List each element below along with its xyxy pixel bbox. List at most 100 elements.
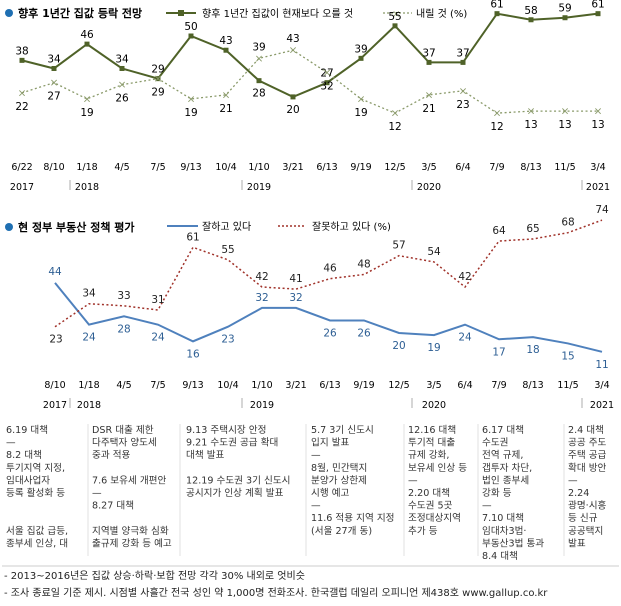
x-tick-label: 8/13 — [520, 162, 541, 173]
footnote-line: - 조사 종료일 기준 제시. 시점별 사흘간 전국 성인 약 1,000명 전… — [4, 586, 548, 599]
event-note-line: 광명·시흥 — [568, 500, 607, 512]
event-note-line: 입지 발표 — [311, 437, 350, 449]
event-note-line: 7.6 보유세 개편안 — [92, 474, 166, 486]
x-tick-label: 1/18 — [78, 380, 99, 391]
data-label-rise: 34 — [47, 53, 61, 65]
event-note-line: 8.27 대책 — [92, 501, 134, 512]
x-tick-label: 4/5 — [116, 380, 131, 391]
x-tick-label: 12/5 — [388, 380, 409, 391]
data-label-rise: 37 — [422, 47, 435, 59]
event-note-line: 추가 등 — [408, 526, 438, 537]
data-point-fall: × — [357, 93, 366, 105]
event-note-line: 부동산3법 통과 — [482, 538, 544, 549]
data-label-good: 32 — [289, 292, 302, 304]
x-tick-label: 1/10 — [248, 162, 269, 173]
data-label-fall: 39 — [252, 41, 265, 53]
data-label-rise: 20 — [286, 104, 299, 116]
data-label-good: 11 — [595, 359, 608, 371]
year-label: 2021 — [586, 182, 610, 193]
data-label-rise: 34 — [115, 53, 129, 65]
data-point-fall: × — [391, 108, 400, 120]
x-tick-label: 8/13 — [522, 380, 543, 391]
data-label-rise: 46 — [80, 29, 94, 41]
x-tick-label: 7/5 — [150, 380, 165, 391]
data-label-bad: 54 — [427, 246, 441, 258]
legend-label-fall: 내릴 것 (%) — [416, 7, 467, 20]
data-label-bad: 46 — [323, 263, 337, 275]
title-bullet-icon — [5, 223, 13, 231]
event-note-line: 대책 발표 — [186, 450, 225, 461]
x-tick-label: 3/21 — [285, 380, 306, 391]
data-label-fall: 21 — [422, 103, 435, 115]
data-label-good: 16 — [186, 348, 200, 360]
event-note-line: 규제 강화, — [408, 450, 449, 461]
event-note-line: 투기지역 지정, — [6, 463, 65, 474]
data-point-rise — [290, 94, 296, 100]
x-tick-label: 3/5 — [426, 380, 441, 391]
year-label: 2020 — [422, 400, 446, 411]
x-tick-label: 3/4 — [590, 162, 605, 173]
event-note-line: 발표 — [568, 538, 586, 549]
year-label: 2019 — [247, 182, 271, 193]
data-label-bad: 57 — [392, 240, 405, 252]
data-label-rise: 29 — [151, 64, 164, 76]
data-label-fall: 43 — [286, 33, 299, 45]
event-note-line: 지역별 양극화 심화 — [92, 526, 169, 537]
event-note-line: 출규제 강화 등 예고 — [92, 538, 172, 549]
data-label-good: 26 — [357, 327, 371, 339]
x-tick-label: 1/10 — [251, 380, 272, 391]
data-label-rise: 59 — [558, 3, 571, 15]
data-label-good: 18 — [526, 344, 539, 356]
data-point-fall: × — [18, 87, 27, 99]
data-label-fall: 19 — [80, 107, 93, 119]
data-point-rise — [392, 23, 398, 29]
data-point-rise — [358, 55, 364, 61]
data-label-bad: 68 — [561, 217, 574, 229]
data-label-rise: 50 — [184, 21, 197, 33]
event-note-line: 공공택지 — [568, 526, 603, 537]
data-point-fall: × — [425, 89, 434, 101]
event-note-line: 2.24 — [568, 488, 589, 499]
data-label-fall: 22 — [15, 101, 28, 113]
event-note-line: 투기적 대출 — [408, 437, 455, 449]
x-tick-label: 9/13 — [180, 162, 201, 173]
data-label-rise: 61 — [490, 0, 503, 11]
data-point-rise — [119, 65, 125, 71]
data-label-fall: 13 — [524, 119, 537, 131]
data-point-fall: × — [50, 77, 59, 89]
data-point-rise — [528, 17, 534, 23]
data-label-bad: 23 — [49, 334, 62, 346]
event-note-line: 9.21 수도권 공급 확대 — [186, 437, 278, 449]
event-note-line: 수도권 — [482, 437, 508, 449]
data-label-good: 32 — [255, 292, 268, 304]
data-label-bad: 74 — [595, 204, 609, 216]
data-label-good: 24 — [458, 332, 472, 344]
data-label-bad: 33 — [117, 290, 130, 302]
event-note-line: 전역 규제, — [482, 450, 523, 461]
year-label: 2017 — [10, 182, 34, 193]
data-point-rise — [562, 15, 568, 21]
event-note-line: 종부세 인상, 대 — [6, 538, 68, 549]
event-note-line: 8.4 대책 — [482, 551, 518, 562]
data-point-fall: × — [83, 93, 92, 105]
event-note-line: — — [482, 501, 492, 512]
x-tick-label: 3/21 — [282, 162, 303, 173]
data-point-fall: × — [222, 89, 231, 101]
data-point-rise — [19, 57, 25, 63]
event-note-line: 서울 집값 급등, — [6, 525, 68, 537]
data-label-bad: 41 — [289, 273, 302, 285]
x-tick-label: 11/5 — [554, 162, 575, 173]
data-point-fall: × — [493, 108, 502, 120]
data-label-rise: 43 — [219, 35, 232, 47]
event-note-line: — — [311, 450, 321, 461]
data-label-good: 24 — [82, 332, 96, 344]
event-note-line: 확대 방안 — [568, 462, 607, 474]
x-tick-label: 7/5 — [150, 162, 165, 173]
year-label: 2018 — [75, 182, 99, 193]
data-label-good: 17 — [492, 346, 505, 358]
data-label-fall: 27 — [47, 91, 60, 103]
legend-label-good: 잘하고 있다 — [202, 220, 251, 233]
event-note-line: 등 신규 — [568, 513, 598, 524]
legend-marker-fall: × — [392, 9, 400, 20]
event-note-line: — — [6, 438, 16, 449]
